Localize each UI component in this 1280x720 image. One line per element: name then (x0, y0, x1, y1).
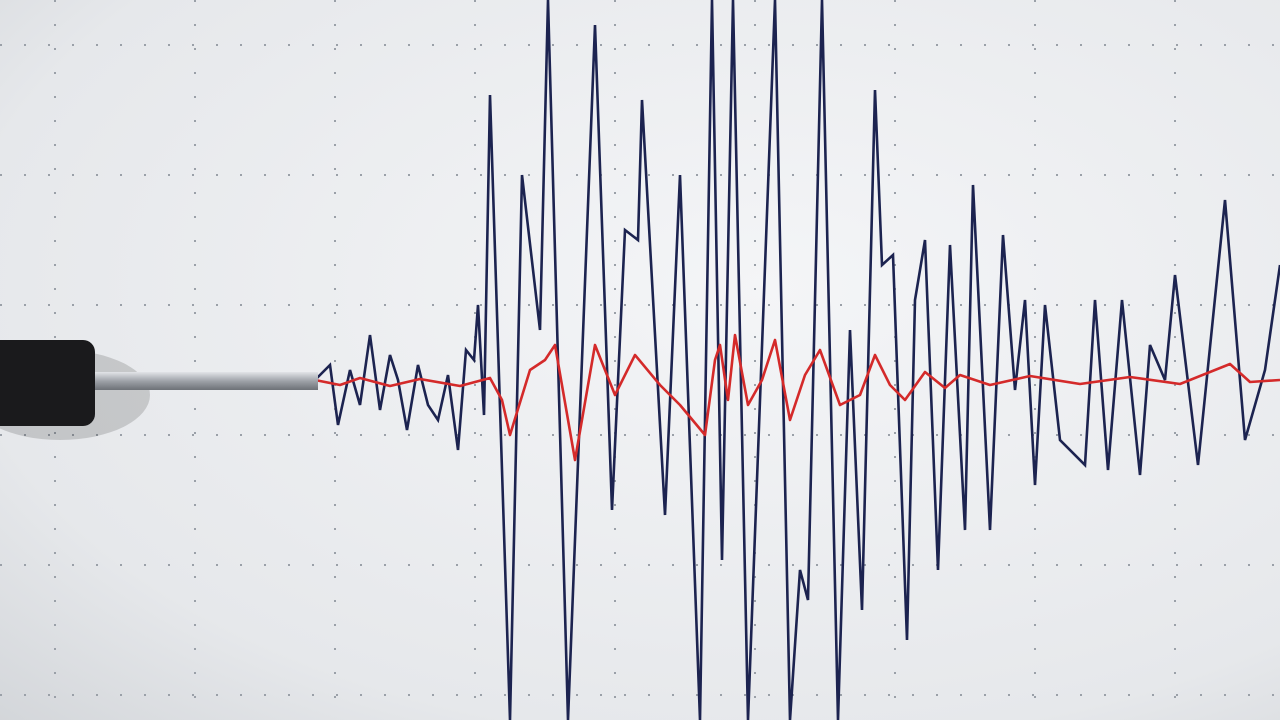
stylus (0, 340, 318, 440)
stylus-body (0, 340, 95, 426)
seismic-trace-secondary (314, 333, 1280, 462)
stylus-rod (90, 372, 318, 390)
seismic-trace-primary (314, 0, 1280, 720)
